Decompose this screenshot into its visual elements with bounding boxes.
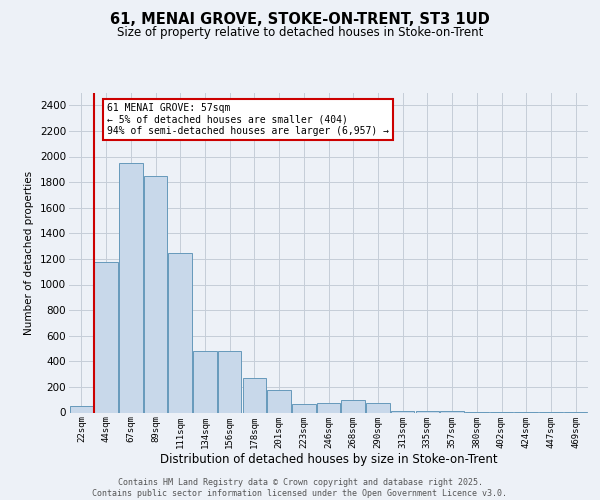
- Text: Size of property relative to detached houses in Stoke-on-Trent: Size of property relative to detached ho…: [117, 26, 483, 39]
- Bar: [218, 351, 241, 412]
- Bar: [193, 351, 217, 412]
- Bar: [242, 378, 266, 412]
- Bar: [268, 390, 291, 412]
- Text: 61, MENAI GROVE, STOKE-ON-TRENT, ST3 1UD: 61, MENAI GROVE, STOKE-ON-TRENT, ST3 1UD: [110, 12, 490, 28]
- Bar: [366, 403, 389, 412]
- Bar: [119, 163, 143, 412]
- Bar: [292, 404, 316, 412]
- Text: Contains HM Land Registry data © Crown copyright and database right 2025.
Contai: Contains HM Land Registry data © Crown c…: [92, 478, 508, 498]
- X-axis label: Distribution of detached houses by size in Stoke-on-Trent: Distribution of detached houses by size …: [160, 453, 497, 466]
- Y-axis label: Number of detached properties: Number of detached properties: [25, 170, 34, 334]
- Bar: [391, 410, 415, 412]
- Bar: [317, 403, 340, 412]
- Bar: [94, 262, 118, 412]
- Bar: [169, 252, 192, 412]
- Bar: [416, 411, 439, 412]
- Text: 61 MENAI GROVE: 57sqm
← 5% of detached houses are smaller (404)
94% of semi-deta: 61 MENAI GROVE: 57sqm ← 5% of detached h…: [107, 102, 389, 136]
- Bar: [144, 176, 167, 412]
- Bar: [341, 400, 365, 412]
- Bar: [70, 406, 93, 412]
